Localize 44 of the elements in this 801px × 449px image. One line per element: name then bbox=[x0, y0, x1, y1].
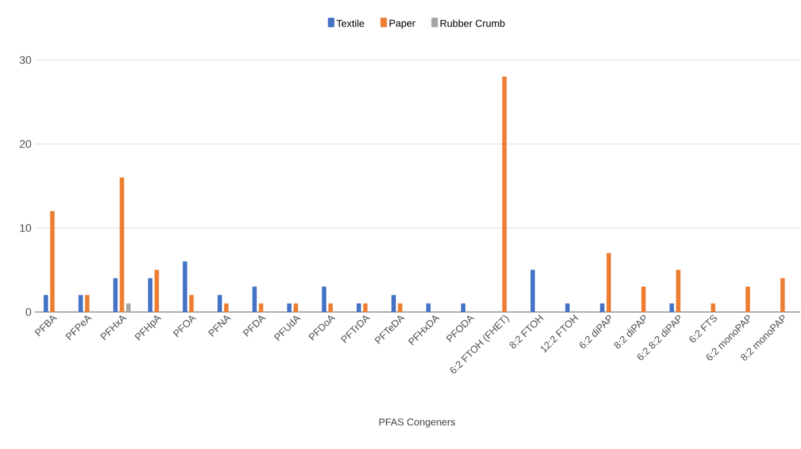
bar bbox=[78, 295, 83, 312]
bar bbox=[120, 177, 124, 312]
y-tick-label: 20 bbox=[20, 140, 32, 148]
y-tick-label: 0 bbox=[26, 308, 32, 316]
bar bbox=[218, 295, 222, 312]
bar bbox=[356, 303, 362, 312]
bar bbox=[398, 303, 402, 312]
bar bbox=[44, 295, 48, 312]
bar bbox=[126, 303, 131, 312]
bar bbox=[460, 303, 466, 312]
y-tick-label: 30 bbox=[20, 56, 32, 64]
bar bbox=[84, 295, 90, 312]
bar bbox=[182, 261, 188, 312]
y-tick-label: 10 bbox=[20, 224, 32, 232]
bar bbox=[287, 303, 292, 312]
bar bbox=[50, 211, 55, 312]
legend-label: Paper bbox=[390, 20, 416, 29]
bar bbox=[363, 303, 368, 312]
legend-label: Rubber Crumb bbox=[440, 20, 505, 27]
x-axis-title: PFAS Congeners bbox=[379, 418, 456, 428]
bar bbox=[328, 303, 333, 312]
bar bbox=[148, 278, 152, 312]
bar bbox=[252, 286, 257, 312]
bar bbox=[502, 76, 507, 312]
bar bbox=[322, 286, 326, 312]
legend-label: Textile bbox=[336, 20, 364, 27]
bar bbox=[391, 295, 396, 312]
bar bbox=[641, 286, 646, 312]
bar bbox=[258, 303, 264, 312]
bar bbox=[426, 303, 431, 312]
bar bbox=[294, 303, 298, 312]
bar bbox=[530, 270, 535, 312]
bar bbox=[154, 270, 159, 312]
bar bbox=[780, 278, 785, 312]
bar bbox=[600, 303, 604, 312]
bar bbox=[746, 286, 750, 312]
bar bbox=[224, 303, 228, 312]
bar bbox=[670, 303, 674, 312]
bar bbox=[710, 303, 716, 312]
bar bbox=[189, 295, 194, 312]
bar bbox=[565, 303, 570, 312]
bar bbox=[113, 278, 118, 312]
bar bbox=[676, 270, 681, 312]
bar bbox=[606, 253, 611, 312]
